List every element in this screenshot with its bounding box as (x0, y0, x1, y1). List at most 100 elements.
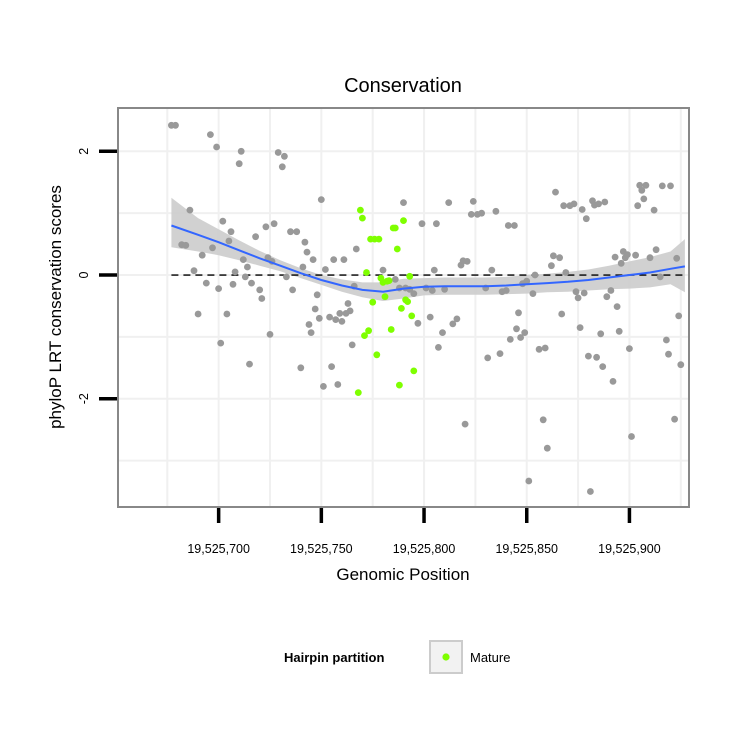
point-other (346, 307, 354, 315)
point-mature (375, 235, 383, 243)
point-other (667, 182, 674, 190)
smooth-curve (171, 224, 686, 293)
point-other (650, 206, 658, 214)
point-other (217, 339, 225, 347)
point-other (656, 273, 664, 281)
x-axis-title: Genomic Position (336, 565, 469, 584)
x-axis: 19,525,700 19,525,750 19,525,800 19,525,850… (187, 508, 661, 556)
point-other (328, 363, 335, 370)
point-other (506, 336, 514, 343)
point-other (274, 149, 282, 156)
y-axis: -2 0 2 (77, 148, 117, 404)
point-other (550, 252, 557, 260)
point-other (278, 163, 286, 171)
point-other (580, 289, 588, 297)
point-other (320, 383, 327, 390)
point-other (609, 378, 617, 385)
point-other (675, 312, 683, 320)
legend-title: Hairpin partition (284, 650, 384, 665)
point-other (289, 286, 296, 294)
point-other (556, 254, 563, 262)
point-other (484, 354, 492, 362)
point-other (391, 276, 399, 283)
point-other (219, 217, 227, 225)
point-other (241, 273, 249, 281)
point-other (558, 310, 566, 318)
point-other (213, 143, 221, 151)
point-other (461, 420, 469, 428)
point-other (576, 324, 584, 331)
point-mature (359, 214, 366, 222)
point-other (449, 320, 457, 328)
point-other (202, 279, 210, 287)
smooth-line (171, 224, 686, 293)
point-other (311, 305, 319, 313)
x-tick-label: 19,525,700 (187, 542, 250, 556)
point-other (441, 285, 448, 293)
point-other (344, 300, 352, 307)
point-other (548, 262, 555, 270)
point-other (317, 196, 325, 204)
point-other (352, 245, 360, 253)
point-other (252, 233, 259, 241)
point-other (543, 444, 551, 452)
series-other (168, 121, 685, 495)
point-other (463, 258, 471, 265)
point-other (244, 263, 251, 271)
point-other (439, 329, 446, 336)
point-other (478, 209, 485, 217)
point-other (301, 238, 309, 246)
point-other (190, 267, 198, 275)
point-other (552, 188, 559, 196)
point-other (418, 220, 426, 228)
point-other (299, 263, 307, 271)
point-mature (400, 217, 407, 225)
point-other (525, 477, 533, 485)
point-other (379, 266, 387, 274)
point-other (293, 228, 301, 236)
point-other (307, 329, 315, 336)
x-tick-label: 19,525,800 (393, 542, 456, 556)
point-other (523, 277, 531, 285)
point-mature (398, 305, 405, 312)
point-other (673, 254, 681, 262)
point-mature (373, 351, 381, 359)
point-other (400, 199, 407, 207)
point-mature (357, 206, 364, 214)
point-other (517, 334, 524, 341)
point-other (658, 182, 666, 190)
point-other (663, 336, 670, 344)
point-other (677, 361, 685, 369)
point-other (297, 364, 305, 372)
point-other (426, 313, 434, 321)
point-other (652, 246, 660, 254)
point-other (496, 350, 504, 357)
point-other (615, 327, 623, 335)
point-other (326, 313, 333, 321)
point-other (578, 206, 586, 213)
point-other (248, 279, 255, 287)
point-other (315, 314, 323, 322)
point-other (322, 266, 329, 273)
point-other (330, 256, 338, 263)
point-other (513, 325, 520, 333)
point-other (422, 284, 430, 292)
point-other (617, 259, 625, 267)
chart-title: Conservation (344, 75, 462, 97)
point-other (194, 310, 202, 318)
point-other (587, 488, 594, 495)
point-other (270, 220, 278, 228)
point-other (560, 202, 568, 210)
point-other (562, 269, 570, 276)
legend: Hairpin partition Mature (284, 640, 510, 674)
point-other (231, 268, 239, 276)
point-other (283, 273, 290, 281)
point-other (570, 200, 578, 208)
point-other (435, 344, 442, 351)
point-other (467, 211, 475, 218)
point-other (433, 220, 440, 228)
point-other (624, 251, 631, 258)
plot-frame (117, 107, 690, 508)
point-other (186, 206, 194, 214)
point-other (172, 121, 179, 129)
